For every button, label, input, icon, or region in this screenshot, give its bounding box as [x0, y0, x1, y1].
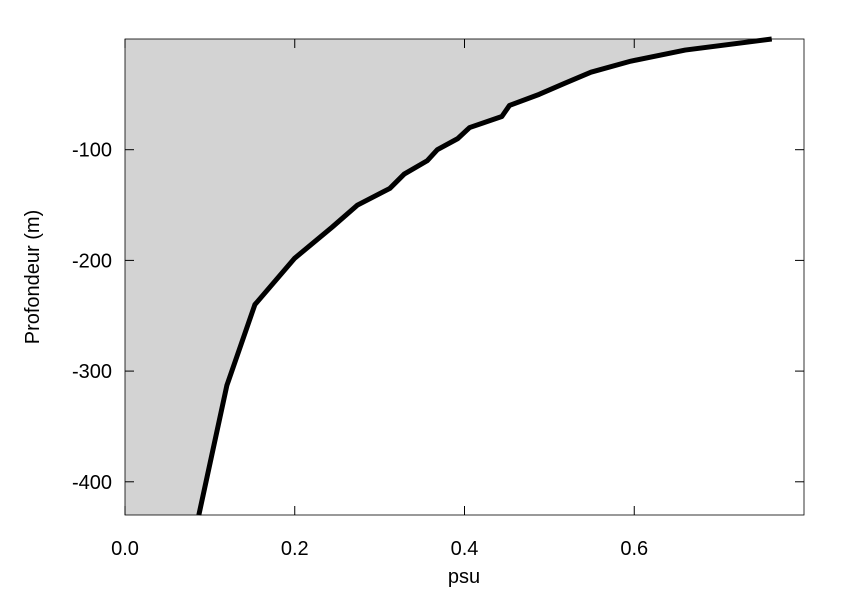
- profile-line: [196, 36, 773, 516]
- y-tick-label: -400: [72, 472, 112, 494]
- area-fill: [125, 39, 772, 515]
- y-axis-label: Profondeur (m): [22, 210, 44, 345]
- x-tick-label: 0.4: [451, 538, 479, 560]
- x-axis-label: psu: [448, 566, 480, 588]
- y-tick-label: -100: [72, 140, 112, 162]
- x-tick-label: 0.6: [620, 538, 648, 560]
- x-tick-label: 0.0: [111, 538, 139, 560]
- y-tick-label: -200: [72, 250, 112, 272]
- y-tick-label: -300: [72, 361, 112, 383]
- x-tick-label: 0.2: [281, 538, 309, 560]
